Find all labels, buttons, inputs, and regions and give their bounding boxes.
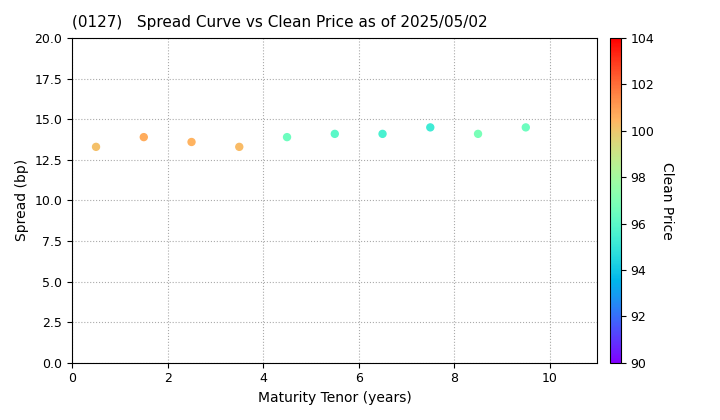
Point [138, 134, 150, 140]
Point [90, 144, 102, 150]
Point [233, 144, 245, 150]
Point [186, 139, 197, 145]
Point [329, 131, 341, 137]
X-axis label: Maturity Tenor (years): Maturity Tenor (years) [258, 391, 412, 405]
Point [472, 131, 484, 137]
Y-axis label: Clean Price: Clean Price [660, 162, 674, 239]
Point [425, 124, 436, 131]
Text: (0127)   Spread Curve vs Clean Price as of 2025/05/02: (0127) Spread Curve vs Clean Price as of… [72, 15, 487, 30]
Point [377, 131, 388, 137]
Point [282, 134, 293, 140]
Y-axis label: Spread (bp): Spread (bp) [15, 159, 29, 242]
Point [520, 124, 531, 131]
